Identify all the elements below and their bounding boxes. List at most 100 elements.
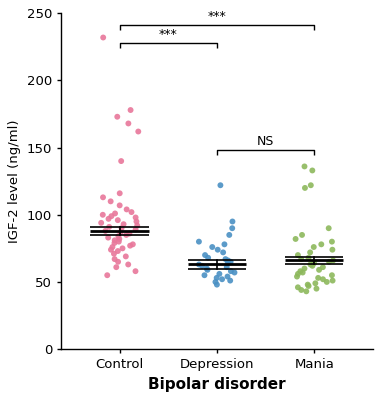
Point	[117, 202, 123, 208]
Point	[205, 254, 211, 261]
Point	[231, 269, 237, 276]
Point	[117, 190, 123, 196]
Point	[225, 260, 231, 266]
Point	[309, 263, 315, 269]
Point	[223, 256, 229, 262]
Point	[128, 107, 134, 113]
Point	[125, 261, 131, 268]
Point	[111, 240, 117, 246]
Point	[295, 271, 301, 277]
Point	[301, 265, 307, 272]
Point	[302, 185, 308, 191]
Point	[199, 263, 205, 269]
Point	[226, 232, 232, 238]
Point	[202, 252, 208, 258]
Point	[214, 275, 220, 281]
Point	[112, 256, 118, 262]
Point	[128, 209, 134, 215]
Point	[108, 246, 114, 253]
Point	[330, 257, 336, 264]
Point	[112, 210, 118, 217]
Point	[126, 230, 133, 237]
Point	[297, 268, 303, 274]
Point	[228, 268, 234, 274]
Point	[209, 244, 215, 250]
Point	[218, 182, 224, 188]
Point	[123, 253, 129, 260]
Point	[104, 272, 110, 278]
Point	[120, 245, 126, 252]
Point	[215, 246, 221, 253]
Point	[115, 258, 121, 265]
Point	[315, 275, 321, 281]
Point	[115, 217, 121, 223]
Text: ***: ***	[208, 10, 226, 24]
Point	[130, 241, 136, 248]
Point	[116, 238, 122, 245]
Point	[224, 264, 230, 270]
Point	[229, 218, 235, 225]
Point	[329, 272, 335, 278]
Point	[120, 221, 126, 227]
Text: NS: NS	[257, 135, 274, 148]
Point	[133, 268, 139, 274]
Point	[105, 234, 111, 241]
Point	[219, 276, 225, 282]
Point	[316, 267, 322, 273]
Point	[204, 267, 210, 273]
Point	[311, 244, 317, 250]
Point	[326, 258, 332, 265]
Point	[294, 273, 300, 280]
Point	[125, 120, 131, 127]
Point	[314, 286, 320, 292]
Point	[329, 246, 335, 253]
Point	[309, 167, 315, 174]
Point	[115, 248, 121, 254]
Point	[293, 236, 299, 242]
Point	[329, 238, 335, 245]
Y-axis label: IGF-2 level (ng/ml): IGF-2 level (ng/ml)	[8, 120, 21, 243]
Point	[326, 225, 332, 232]
Point	[133, 218, 139, 225]
Point	[109, 244, 115, 250]
Point	[116, 236, 122, 242]
Point	[123, 206, 130, 213]
Point	[305, 282, 311, 288]
Point	[227, 277, 233, 284]
Point	[112, 237, 118, 244]
Point	[295, 252, 301, 258]
Point	[123, 232, 129, 238]
Point	[220, 249, 226, 256]
Point	[213, 279, 219, 285]
Point	[100, 212, 106, 218]
Point	[106, 224, 112, 230]
Point	[298, 287, 304, 293]
Point	[135, 128, 141, 135]
Point	[127, 242, 133, 249]
Point	[118, 225, 125, 232]
Point	[102, 228, 109, 234]
Point	[115, 233, 122, 240]
Point	[308, 182, 314, 188]
Point	[107, 198, 114, 204]
Point	[117, 229, 123, 236]
Point	[204, 265, 210, 272]
Point	[114, 114, 120, 120]
X-axis label: Bipolar disorder: Bipolar disorder	[148, 377, 286, 392]
Point	[134, 222, 140, 229]
Point	[196, 238, 202, 245]
Point	[118, 158, 124, 164]
Point	[100, 194, 106, 200]
Point	[227, 258, 234, 265]
Point	[312, 280, 319, 286]
Point	[100, 34, 106, 41]
Point	[216, 271, 223, 277]
Point	[108, 213, 114, 219]
Text: ***: ***	[159, 28, 178, 41]
Point	[214, 282, 220, 288]
Point	[299, 232, 305, 238]
Point	[307, 249, 313, 256]
Point	[330, 277, 336, 284]
Point	[225, 257, 231, 264]
Point	[307, 261, 314, 268]
